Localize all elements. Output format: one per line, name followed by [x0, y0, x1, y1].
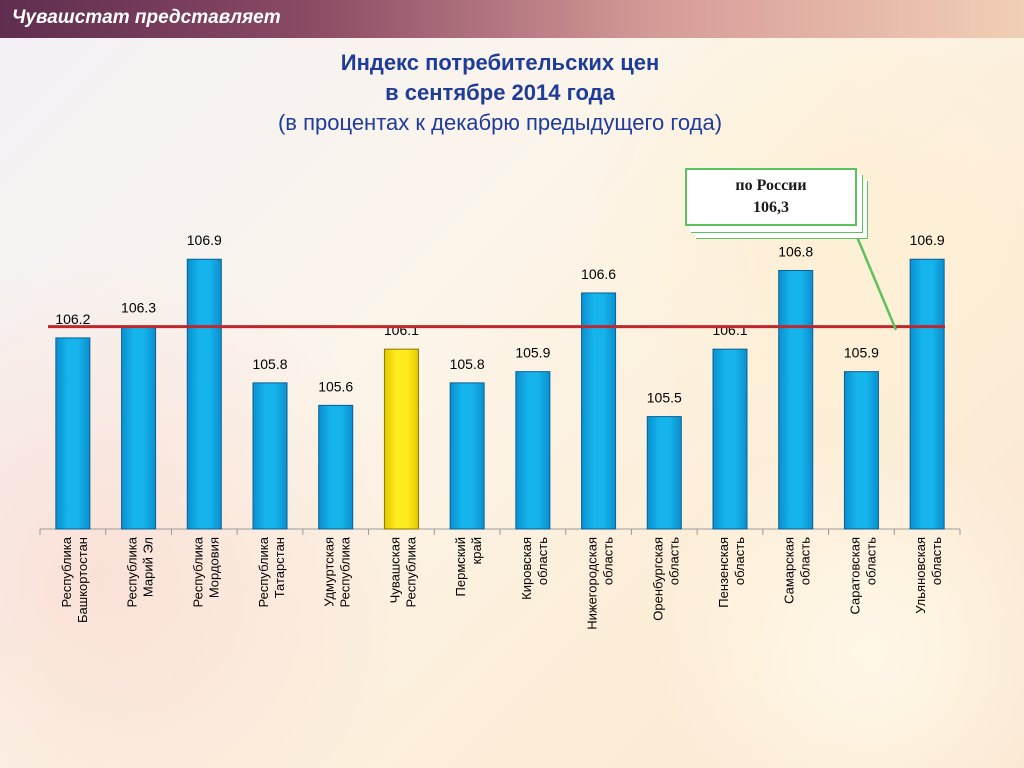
category-label-line: Башкортостан: [75, 537, 90, 623]
bar: [843, 371, 879, 530]
data-label: 106.8: [778, 243, 813, 259]
data-label: 106.2: [55, 311, 90, 327]
data-label: 106.3: [121, 300, 156, 316]
category-label-line: область: [863, 537, 878, 585]
russia-callout: по России 106,3: [685, 168, 857, 226]
category-label-line: Пермский: [453, 537, 468, 596]
bar: [121, 326, 157, 530]
category-label-line: Мордовия: [206, 537, 221, 598]
category-label: Республика Марий Эл: [125, 536, 156, 607]
category-label: Республика Мордовия: [190, 536, 221, 607]
category-label-line: Республика: [256, 536, 271, 607]
bar: [55, 337, 91, 530]
data-label: 106.1: [384, 322, 419, 338]
bar: [909, 258, 945, 530]
category-label-line: Нижегородская: [585, 537, 600, 630]
category-label-line: Республика: [338, 536, 353, 607]
category-label: Оренбургская область: [650, 537, 681, 621]
category-label-line: область: [732, 537, 747, 585]
bar: [449, 382, 485, 530]
category-label-line: Республика: [403, 536, 418, 607]
category-label-line: край: [469, 537, 484, 564]
bar: [778, 269, 814, 530]
bar: [186, 258, 222, 530]
category-label-line: Чувашская: [387, 537, 402, 603]
data-label: 105.8: [450, 356, 485, 372]
category-label-line: Саратовская: [847, 537, 862, 614]
chart-subtitle: (в процентах к декабрю предыдущего года): [277, 110, 723, 135]
category-label: Самарская область: [782, 537, 813, 604]
category-label-line: область: [666, 537, 681, 585]
russia-callout-value: 106,3: [753, 199, 789, 216]
bar: [646, 416, 682, 530]
category-label-line: Удмуртская: [322, 537, 337, 607]
data-label: 106.9: [187, 232, 222, 248]
bar: [318, 404, 354, 530]
category-label-line: Самарская: [782, 537, 797, 604]
category-label-line: область: [929, 537, 944, 585]
category-label-line: Татарстан: [272, 537, 287, 598]
bar: [581, 292, 617, 530]
category-label-line: Кировская: [519, 537, 534, 600]
category-label: Республика Татарстан: [256, 536, 287, 607]
chart-title-line-1: Индекс потребительских цен: [340, 50, 660, 75]
data-label: 105.5: [647, 390, 682, 406]
data-label: 105.8: [252, 356, 287, 372]
bar: [515, 371, 551, 530]
header-title: Чувашстат представляет: [12, 7, 281, 28]
category-label-line: область: [601, 537, 616, 585]
category-label-line: Пензенская: [716, 537, 731, 608]
category-label-line: Оренбургская: [650, 537, 665, 621]
category-label: Нижегородская область: [585, 537, 616, 630]
category-label-line: Республика: [59, 536, 74, 607]
highlight-bar: [383, 348, 419, 530]
category-label: Пермский край: [453, 537, 484, 596]
data-label: 105.9: [515, 345, 550, 361]
data-label: 106.9: [910, 232, 945, 248]
category-label: Пензенская область: [716, 537, 747, 608]
data-label: 105.9: [844, 345, 879, 361]
category-label: Чувашская Республика: [387, 536, 418, 607]
data-label: 105.6: [318, 378, 353, 394]
russia-callout-label: по России: [735, 177, 807, 194]
bar: [252, 382, 288, 530]
bar: [712, 348, 748, 530]
category-label: Кировская область: [519, 537, 550, 600]
category-label: Удмуртская Республика: [322, 536, 353, 607]
data-label: 106.6: [581, 266, 616, 282]
category-label: Республика Башкортостан: [59, 536, 90, 623]
category-label-line: Республика: [190, 536, 205, 607]
header-bar: Чувашстат представляет: [0, 0, 1024, 38]
chart-title-line-2: в сентябре 2014 года: [385, 80, 615, 105]
category-label-line: область: [535, 537, 550, 585]
category-label: Саратовская область: [847, 537, 878, 615]
category-label-line: Марий Эл: [141, 537, 156, 597]
category-label: Ульяновская область: [913, 537, 944, 614]
callout-pointer: [853, 231, 898, 331]
data-label: 106.1: [712, 322, 747, 338]
category-label-line: область: [798, 537, 813, 585]
category-label-line: Республика: [125, 536, 140, 607]
category-label-line: Ульяновская: [913, 537, 928, 614]
